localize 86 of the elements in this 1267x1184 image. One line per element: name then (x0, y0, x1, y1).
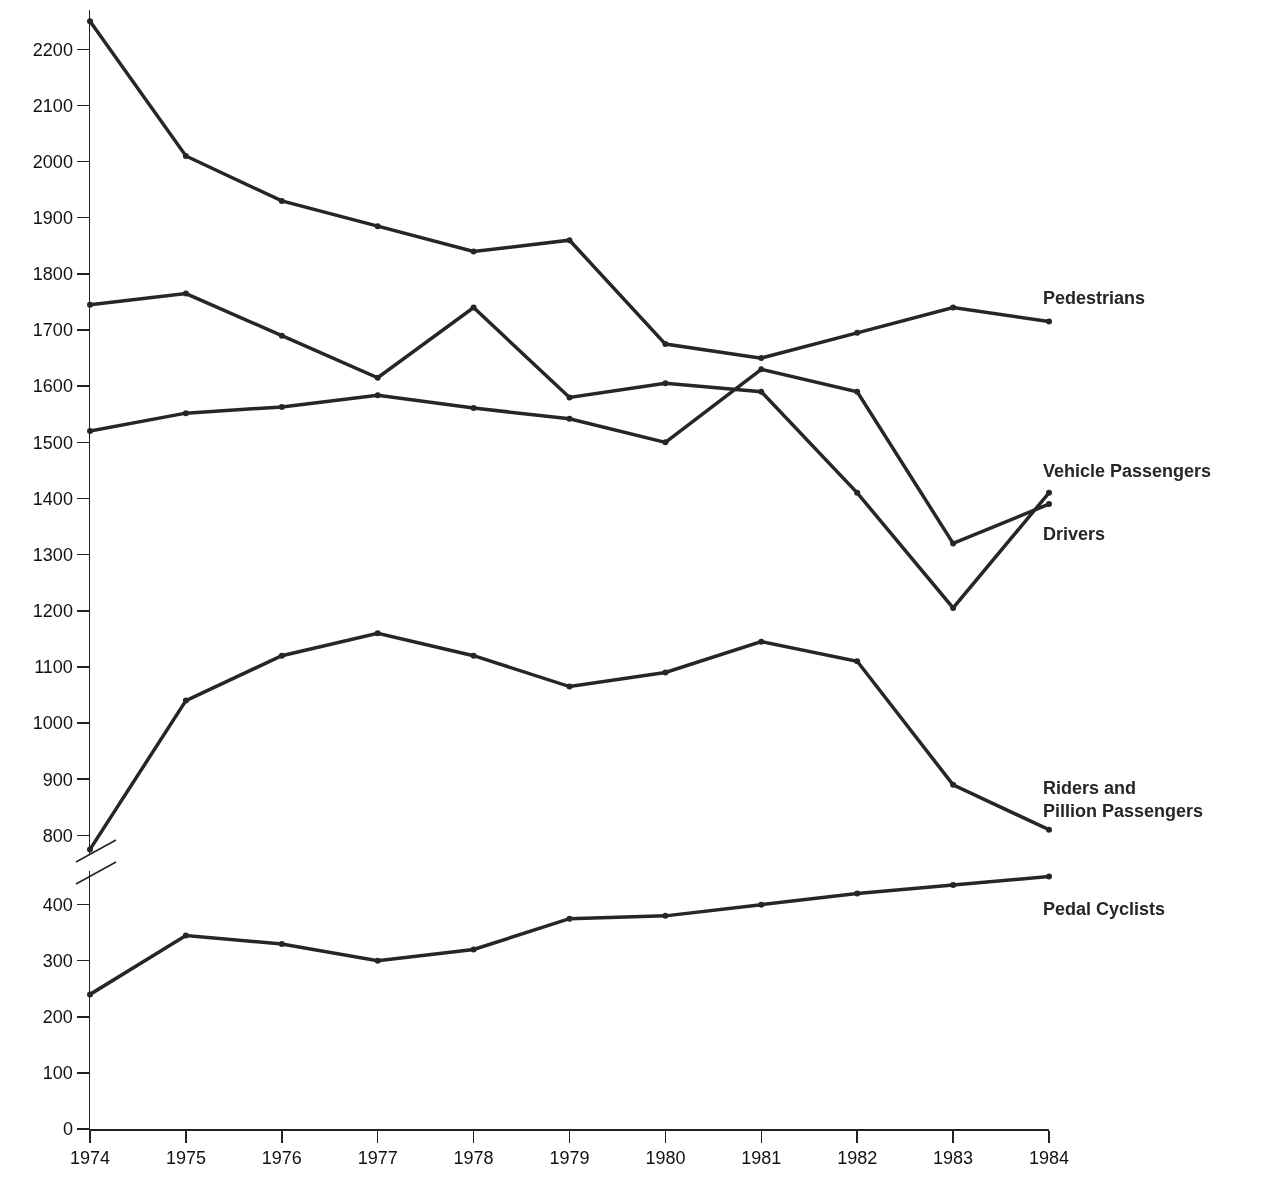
y-tick-label: 1700 (32, 320, 73, 341)
point (278, 403, 285, 410)
point (374, 630, 381, 637)
y-tick-label: 800 (42, 825, 73, 846)
point (854, 890, 861, 897)
point (374, 374, 381, 381)
point (758, 638, 765, 645)
y-tick-label: 400 (42, 894, 73, 915)
point (182, 410, 189, 417)
y-tick-label: 200 (42, 1007, 73, 1028)
y-tick-label: 1900 (32, 208, 73, 229)
point (758, 901, 765, 908)
y-tick-label: 0 (62, 1119, 73, 1140)
x-tick-label: 1975 (165, 1148, 206, 1169)
series-label: Drivers (1043, 524, 1106, 544)
series-label: Pedal Cyclists (1043, 899, 1166, 919)
y-tick-label: 300 (42, 951, 73, 972)
point (374, 392, 381, 399)
point (566, 915, 573, 922)
x-tick-label: 1979 (549, 1148, 590, 1169)
point (278, 197, 285, 204)
point (182, 152, 189, 159)
point (566, 394, 573, 401)
y-tick-label: 900 (42, 769, 73, 790)
point (182, 290, 189, 297)
point (1046, 501, 1052, 508)
point (87, 428, 93, 435)
point (470, 946, 477, 953)
point (662, 341, 669, 348)
x-tick-label: 1976 (261, 1148, 302, 1169)
y-tick-label: 1200 (32, 601, 73, 622)
point (470, 405, 477, 412)
point (182, 932, 189, 939)
point (1046, 318, 1052, 325)
y-tick-label: 1400 (32, 488, 73, 509)
point (950, 304, 957, 311)
x-tick-label: 1977 (357, 1148, 398, 1169)
y-tick-label: 1000 (32, 713, 73, 734)
point (662, 912, 669, 919)
point (758, 388, 765, 395)
point (566, 683, 573, 690)
point (662, 380, 669, 387)
point (662, 439, 669, 446)
point (854, 489, 861, 496)
point (470, 248, 477, 255)
point (278, 940, 285, 947)
point (566, 415, 573, 422)
y-tick-label: 1500 (32, 432, 73, 453)
point (566, 237, 573, 244)
point (1046, 826, 1052, 833)
point (182, 697, 189, 704)
x-tick-label: 1981 (741, 1148, 782, 1169)
series-label: Vehicle Passengers (1043, 461, 1212, 481)
point (758, 366, 765, 373)
point (278, 332, 285, 339)
x-tick-label: 1983 (933, 1148, 974, 1169)
point (854, 329, 861, 336)
x-tick-label: 1984 (1028, 1148, 1070, 1169)
y-tick-label: 2200 (32, 39, 73, 60)
point (950, 540, 957, 547)
series-label: Riders and Pillion Passengers (1043, 778, 1204, 822)
y-tick-label: 2100 (32, 95, 73, 116)
point (758, 355, 765, 362)
point (854, 388, 861, 395)
x-tick-label: 1980 (645, 1148, 686, 1169)
point (278, 652, 285, 659)
point (950, 882, 957, 889)
y-tick-label: 1600 (32, 376, 73, 397)
y-tick-label: 1100 (34, 657, 73, 678)
y-tick-label: 1800 (32, 264, 73, 285)
x-tick-label: 1974 (69, 1148, 111, 1169)
point (374, 223, 381, 230)
point (1046, 873, 1052, 880)
y-tick-label: 1300 (32, 544, 73, 565)
point (374, 957, 381, 964)
y-tick-label: 100 (42, 1063, 73, 1084)
point (950, 781, 957, 788)
point (854, 658, 861, 665)
point (470, 652, 477, 659)
y-tick-label: 2000 (32, 151, 73, 172)
point (470, 304, 477, 311)
x-tick-label: 1978 (453, 1148, 494, 1169)
point (1046, 489, 1052, 496)
x-tick-label: 1982 (837, 1148, 878, 1169)
series-label: Pedestrians (1043, 288, 1146, 308)
point (662, 669, 669, 676)
